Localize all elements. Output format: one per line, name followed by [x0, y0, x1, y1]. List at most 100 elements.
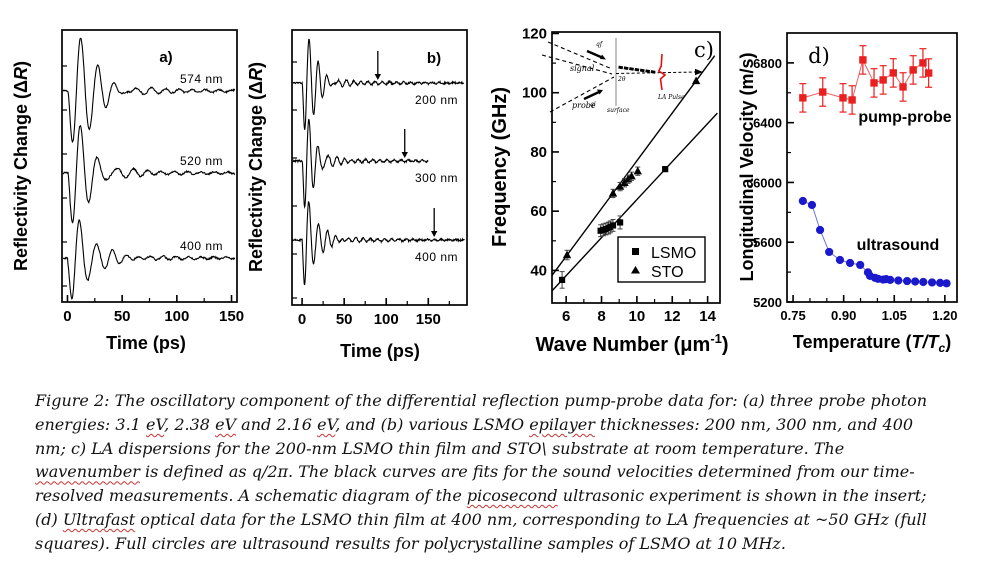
pulse-train-mark [618, 65, 624, 70]
inset-probe-beam [549, 76, 615, 113]
caption-text: optical data for the LSMO thin film at 4… [135, 509, 927, 529]
pulse-train-mark [645, 69, 651, 73]
t-over-tc: T/T [912, 332, 941, 352]
pulse-train-mark [623, 66, 629, 70]
fit-line-sto [551, 55, 716, 276]
inset-surface-label: surface [607, 107, 630, 114]
y-tick-label: 5600 [753, 235, 782, 250]
curve-label-400-nm: 400 nm [180, 239, 223, 253]
pump-probe-point [889, 69, 897, 77]
ylabel-a-close: ) [11, 61, 31, 67]
caption-text: is defined as q/2π. The black curves are… [139, 462, 915, 482]
figure-caption: Figure 2: The oscillatory component of t… [35, 389, 965, 556]
wavenumber-unit: Wave Number (μm [535, 334, 710, 356]
caption-text: resolved measurements. A schematic diagr… [35, 486, 467, 506]
legend-lsmo-label: LSMO [651, 245, 696, 262]
sto-point [608, 189, 618, 197]
panel-c-yaxis-title: Frequency (GHz) [489, 87, 511, 247]
x-tick-label: 12 [664, 308, 681, 325]
ultrasound-point [936, 278, 945, 287]
ultrasound-point [825, 247, 834, 257]
y-tick-label: 6400 [753, 116, 782, 131]
legend-box [617, 236, 706, 283]
panel-b-label: b) [427, 50, 441, 67]
x-tick-label: 14 [699, 308, 716, 325]
sto-point [691, 76, 701, 85]
ylabel-b-close: ) [246, 62, 266, 68]
pump-probe-point [899, 83, 907, 91]
pump-probe-point [879, 76, 887, 84]
curve-label-520-nm: 520 nm [180, 154, 223, 168]
x-tick-label: 0.90 [831, 308, 856, 323]
caption-line: (d) Ultrafast optical data for the LSMO … [35, 508, 965, 532]
pump-probe-point [839, 94, 847, 102]
panel-d-frame [786, 32, 958, 303]
inset-qi-arrow [583, 90, 600, 101]
panel-a-yaxis-title: Reflectivity Change (ΔR) [11, 61, 31, 271]
ylabel-b-part: Reflectivity Change (Δ [246, 81, 266, 272]
spellcheck-word: eV [215, 414, 237, 434]
panel-b: 0 50 100 150 200 nm 300 nm 400 nm b) Time (ps)… [246, 29, 468, 361]
ultrasound-point [902, 276, 912, 286]
ultrasound-point [845, 258, 855, 268]
pulse-train-mark [634, 67, 640, 72]
caption-line: resolved measurements. A schematic diagr… [35, 484, 965, 508]
tc-subscript: c [939, 341, 946, 355]
x-tick-label: 8 [597, 308, 605, 325]
trace-574-nm [62, 37, 236, 144]
spellcheck-word: picosecond [466, 486, 558, 506]
panel-c-plot-area: 6 8 10 12 14 40 60 80 100 120 [522, 25, 718, 325]
ultrasound-point [835, 255, 845, 265]
pump-probe-point [919, 59, 927, 67]
lsmo-point [616, 219, 624, 226]
ultrasound-point [815, 225, 825, 235]
inset-qi-arrowhead [597, 89, 603, 95]
curve-label-200-nm: 200 nm [415, 93, 458, 107]
caption-text: ultrasonic experiment is shown in the in… [557, 486, 927, 506]
caption-text: squares). Full circles are ultrasound re… [35, 533, 786, 553]
inset-la-pulse-label: LA Pulse [657, 94, 685, 101]
trace-520-nm [62, 124, 236, 224]
pump-probe-point [859, 56, 867, 64]
inset-qf-arrowhead [600, 54, 606, 60]
inset-arrowhead [695, 68, 703, 76]
x-tick-label: 100 [374, 311, 399, 328]
wavenumber-exponent: -1 [710, 331, 722, 346]
inset-signal-beam-2 [541, 54, 613, 75]
panel-c: 6 8 10 12 14 40 60 80 100 120 c) Wave Number (μm-… [489, 25, 729, 356]
trace-400-nm [292, 201, 465, 286]
ultrasound-point [927, 278, 937, 287]
x-tick-label: 1.05 [882, 308, 907, 323]
ultrasound-series-label: ultrasound [857, 237, 940, 254]
pump-probe-point [799, 94, 807, 102]
x-tick-label: 150 [416, 311, 441, 328]
inset-qf-arrow [586, 49, 603, 59]
y-tick-label: 6000 [753, 175, 782, 190]
ultrasound-point [807, 200, 817, 210]
pump-probe-point [924, 69, 933, 77]
caption-line: squares). Full circles are ultrasound re… [35, 532, 965, 556]
y-tick-label: 40 [530, 262, 547, 279]
caption-text: and 2.16 [236, 414, 318, 434]
panel-a-frame [61, 29, 238, 303]
x-tick-label: 0 [63, 308, 71, 325]
panel-c-xaxis-title: Wave Number (μm-1) [535, 331, 728, 356]
ultrasound-point [886, 275, 895, 284]
pulse-train-mark [629, 67, 634, 71]
panel-d-yaxis-title: Longitudinal Velocity (m/s) [737, 52, 757, 281]
panel-d-label: d) [808, 44, 830, 68]
legend-sto-label: STO [651, 264, 684, 281]
panel-d-plot-area: 0.75 0.90 1.05 1.20 5200 5600 6000 6400 6800 [753, 45, 958, 323]
ylabel-a-R: R [11, 67, 31, 80]
caption-line: Figure 2: The oscillatory component of t… [35, 389, 965, 413]
panel-a-label: a) [159, 49, 172, 66]
panel-c-inset: signal probe qf qi surface 2θ LA Pulse [541, 38, 703, 114]
panel-c-legend: LSMO STO [617, 236, 706, 283]
spellcheck-word: eV [317, 414, 336, 434]
pump-probe-point [819, 88, 827, 96]
lsmo-square-icon [632, 248, 639, 255]
x-tick-label: 50 [114, 308, 131, 325]
inset-angle-label: 2θ [617, 76, 626, 83]
caption-text: Figure 2: The oscillatory component of t… [35, 391, 928, 410]
